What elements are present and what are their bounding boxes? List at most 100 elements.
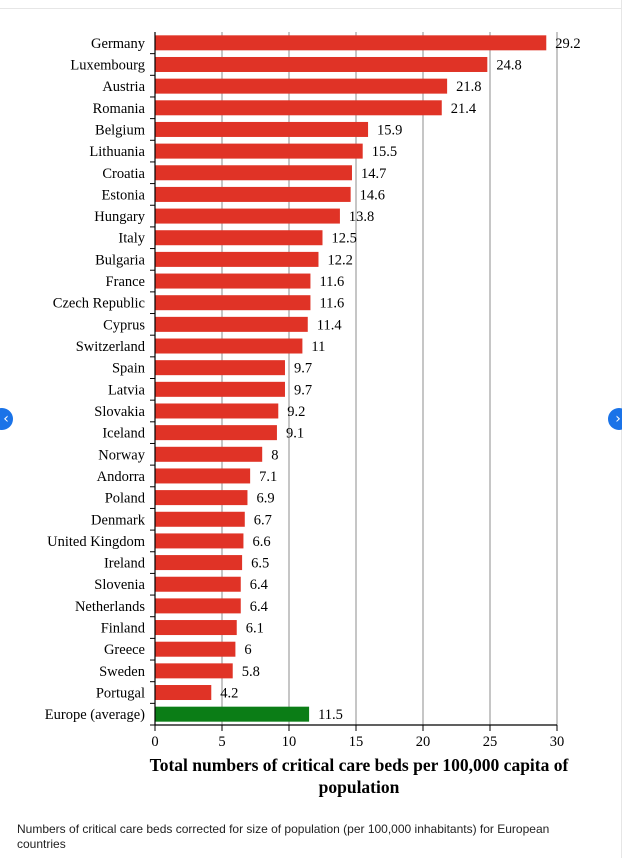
value-label-11: 11.6 bbox=[319, 274, 344, 290]
category-label-21: Poland bbox=[105, 491, 146, 507]
category-label-3: Romania bbox=[93, 101, 146, 117]
category-label-13: Cyprus bbox=[103, 317, 145, 333]
x-tick-label-0: 0 bbox=[151, 734, 158, 750]
x-tick-label-6: 30 bbox=[550, 734, 565, 750]
top-divider bbox=[0, 8, 622, 9]
value-label-4: 15.9 bbox=[377, 122, 402, 138]
bar-13 bbox=[155, 316, 308, 332]
category-label-27: Finland bbox=[101, 621, 146, 637]
value-label-21: 6.9 bbox=[256, 491, 274, 507]
bar-16 bbox=[155, 381, 285, 397]
value-label-30: 4.2 bbox=[220, 686, 238, 702]
x-axis-title-line-1: population bbox=[319, 777, 400, 797]
category-label-14: Switzerland bbox=[76, 339, 146, 355]
category-label-6: Croatia bbox=[102, 166, 145, 182]
category-label-18: Iceland bbox=[102, 426, 145, 442]
bar-18 bbox=[155, 425, 277, 441]
bar-20 bbox=[155, 468, 251, 484]
bar-0 bbox=[155, 35, 547, 51]
bar-25 bbox=[155, 576, 241, 592]
x-tick-label-1: 5 bbox=[218, 734, 225, 750]
value-label-0: 29.2 bbox=[555, 36, 580, 52]
value-label-23: 6.6 bbox=[252, 534, 270, 550]
value-label-19: 8 bbox=[271, 447, 278, 463]
category-label-24: Ireland bbox=[104, 556, 146, 572]
bar-29 bbox=[155, 663, 233, 679]
bar-4 bbox=[155, 121, 369, 137]
value-label-6: 14.7 bbox=[361, 166, 386, 182]
category-label-16: Latvia bbox=[108, 382, 146, 398]
category-label-28: Greece bbox=[104, 642, 145, 658]
value-label-1: 24.8 bbox=[496, 57, 521, 73]
figure-caption: Numbers of critical care beds corrected … bbox=[17, 822, 550, 851]
category-label-20: Andorra bbox=[97, 469, 146, 485]
bar-14 bbox=[155, 338, 303, 354]
category-label-9: Italy bbox=[118, 231, 145, 247]
value-label-17: 9.2 bbox=[287, 404, 305, 420]
value-label-22: 6.7 bbox=[254, 512, 272, 528]
bar-28 bbox=[155, 641, 236, 657]
value-label-26: 6.4 bbox=[250, 599, 269, 615]
bar-5 bbox=[155, 143, 363, 159]
category-label-23: United Kingdom bbox=[47, 534, 146, 550]
value-label-9: 12.5 bbox=[332, 231, 357, 247]
x-axis-title-line-0: Total numbers of critical care beds per … bbox=[150, 755, 569, 775]
category-label-15: Spain bbox=[112, 361, 146, 377]
value-label-29: 5.8 bbox=[242, 664, 260, 680]
value-label-2: 21.8 bbox=[456, 79, 481, 95]
category-label-19: Norway bbox=[98, 447, 145, 463]
value-label-31: 11.5 bbox=[318, 707, 343, 723]
value-label-5: 15.5 bbox=[372, 144, 397, 160]
value-label-10: 12.2 bbox=[327, 252, 352, 268]
value-label-18: 9.1 bbox=[286, 426, 304, 442]
value-label-28: 6 bbox=[244, 642, 251, 658]
category-label-7: Estonia bbox=[102, 187, 146, 203]
category-label-5: Lithuania bbox=[89, 144, 145, 160]
bar-31 bbox=[155, 706, 310, 722]
bar-22 bbox=[155, 511, 245, 527]
bar-7 bbox=[155, 186, 351, 202]
value-label-16: 9.7 bbox=[294, 382, 312, 398]
bar-12 bbox=[155, 295, 311, 311]
value-label-12: 11.6 bbox=[319, 296, 344, 312]
category-label-29: Sweden bbox=[99, 664, 146, 680]
x-tick-label-5: 25 bbox=[483, 734, 498, 750]
category-label-4: Belgium bbox=[95, 122, 146, 138]
value-label-7: 14.6 bbox=[360, 187, 385, 203]
bar-1 bbox=[155, 56, 488, 72]
category-label-11: France bbox=[106, 274, 145, 290]
x-tick-label-2: 10 bbox=[282, 734, 297, 750]
bar-21 bbox=[155, 490, 248, 506]
bar-10 bbox=[155, 251, 319, 267]
bar-3 bbox=[155, 100, 442, 116]
bar-15 bbox=[155, 360, 285, 376]
value-label-15: 9.7 bbox=[294, 361, 312, 377]
category-label-0: Germany bbox=[91, 36, 146, 52]
next-arrow-icon[interactable]: › bbox=[608, 408, 622, 430]
category-label-10: Bulgaria bbox=[95, 252, 145, 268]
category-label-25: Slovenia bbox=[94, 577, 145, 593]
value-label-13: 11.4 bbox=[317, 317, 343, 333]
category-label-31: Europe (average) bbox=[45, 707, 145, 723]
bar-27 bbox=[155, 620, 237, 636]
category-label-17: Slovakia bbox=[94, 404, 145, 420]
value-label-14: 11 bbox=[311, 339, 325, 355]
category-label-1: Luxembourg bbox=[70, 57, 145, 73]
value-label-25: 6.4 bbox=[250, 577, 269, 593]
category-label-26: Netherlands bbox=[75, 599, 145, 615]
category-label-2: Austria bbox=[102, 79, 145, 95]
x-tick-label-4: 20 bbox=[416, 734, 431, 750]
value-label-3: 21.4 bbox=[451, 101, 477, 117]
bar-26 bbox=[155, 598, 241, 614]
previous-arrow-icon[interactable]: ‹ bbox=[0, 408, 13, 430]
bar-17 bbox=[155, 403, 279, 419]
category-label-8: Hungary bbox=[94, 209, 145, 225]
category-label-22: Denmark bbox=[91, 512, 146, 528]
bar-chart: Germany 29.2 Luxembourg 24.8 Austria 21.8 Roma… bbox=[45, 32, 581, 797]
bar-19 bbox=[155, 446, 263, 462]
bar-30 bbox=[155, 685, 212, 701]
category-label-12: Czech Republic bbox=[53, 296, 145, 312]
value-label-20: 7.1 bbox=[259, 469, 277, 485]
bar-11 bbox=[155, 273, 311, 289]
bar-8 bbox=[155, 208, 340, 224]
